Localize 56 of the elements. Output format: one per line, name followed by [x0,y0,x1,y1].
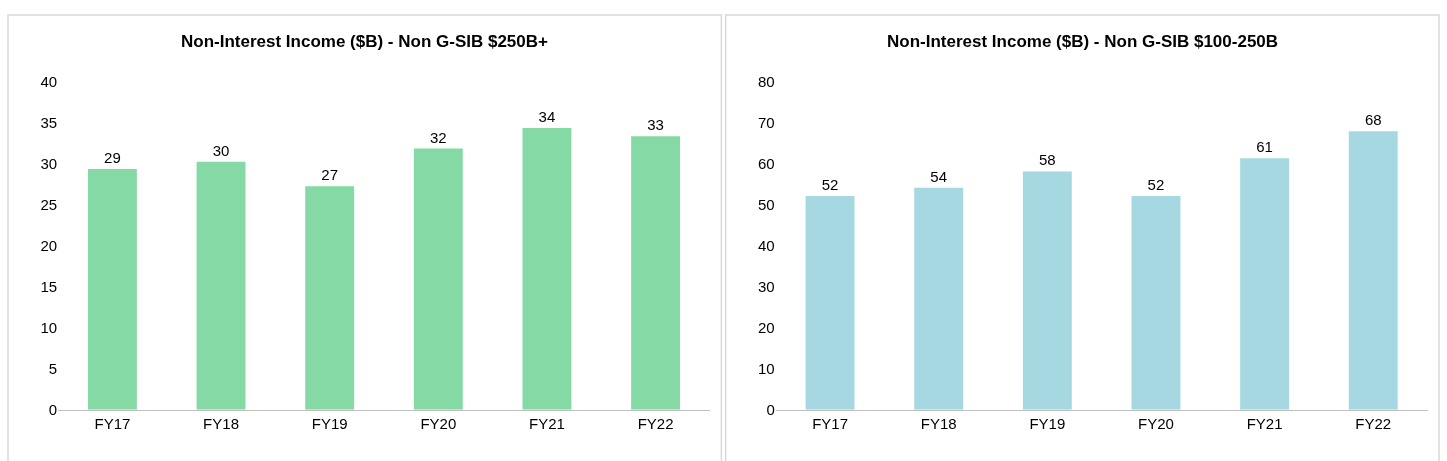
bar [1022,171,1072,410]
bar [196,161,246,410]
x-tick-label: FY21 [1246,414,1283,432]
x-tick-label: FY22 [637,414,674,432]
bar [1131,196,1181,410]
bar [305,186,355,410]
y-tick-label: 25 [40,196,58,214]
y-tick-label: 30 [40,155,58,173]
bar [914,187,964,410]
data-label: 29 [104,149,121,167]
bar [805,196,855,410]
data-label: 61 [1256,138,1273,156]
y-tick-label: 30 [758,278,775,296]
bar [87,169,137,410]
data-label: 33 [647,116,664,134]
y-tick-label: 20 [40,237,58,255]
x-tick-label: FY17 [94,414,131,432]
x-tick-label: FY17 [812,414,848,432]
x-tick-label: FY18 [203,414,239,432]
data-label: 68 [1364,111,1382,129]
y-tick-label: 40 [758,237,775,255]
chart-title: Non-Interest Income ($B) - Non G-SIB $250B+ [181,32,549,51]
data-label: 30 [212,141,230,159]
x-tick-label: FY18 [920,414,957,432]
x-tick-label: FY20 [1138,414,1174,432]
y-tick-label: 20 [758,319,775,337]
bar [1240,158,1290,410]
data-label: 54 [930,167,948,185]
x-tick-label: FY22 [1355,414,1392,432]
bar [522,128,572,410]
y-tick-label: 60 [758,155,775,173]
data-label: 32 [429,128,447,146]
y-tick-label: 50 [758,196,775,214]
x-tick-label: FY21 [529,414,565,432]
y-tick-label: 15 [40,278,58,296]
bar [413,148,463,410]
data-label: 52 [1147,176,1165,194]
data-label: 34 [538,108,556,126]
x-tick-label: FY20 [420,414,457,432]
y-tick-label: 70 [758,114,775,132]
y-tick-label: 35 [40,114,58,132]
y-tick-label: 10 [758,360,775,378]
y-tick-label: 10 [40,319,58,337]
y-tick-label: 0 [48,401,58,419]
data-label: 58 [1038,151,1056,169]
y-tick-label: 40 [40,73,58,91]
data-label: 52 [821,176,839,194]
x-tick-label: FY19 [1029,414,1066,432]
data-label: 27 [321,166,339,184]
x-tick-label: FY19 [311,414,348,432]
y-tick-label: 80 [758,73,775,91]
bar [1348,131,1398,410]
y-tick-label: 5 [48,360,58,378]
bar [631,136,681,410]
y-tick-label: 0 [766,401,775,419]
chart-title: Non-Interest Income ($B) - Non G-SIB $100-250B [887,32,1279,51]
